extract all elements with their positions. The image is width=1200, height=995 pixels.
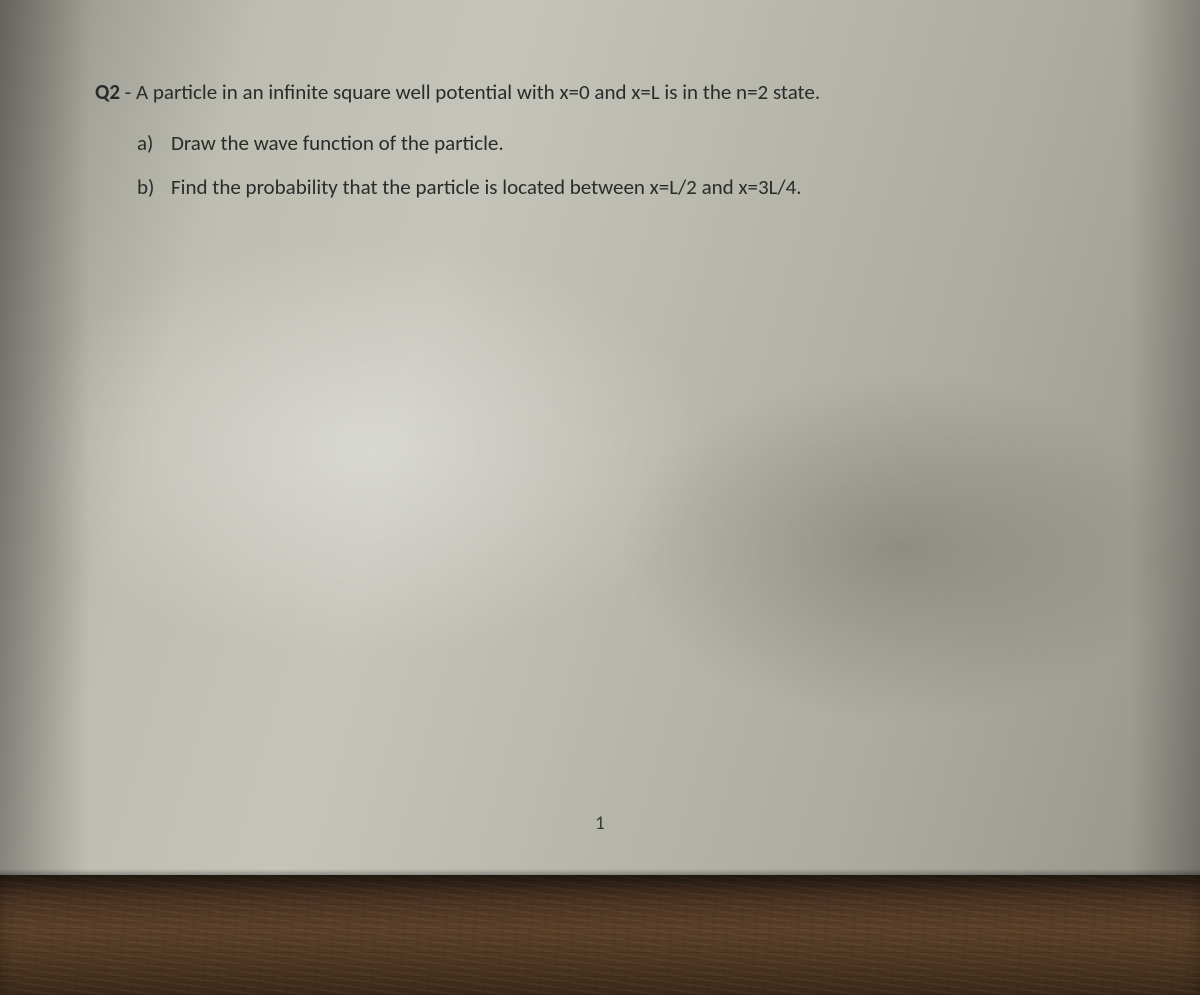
- part-a-marker: a): [137, 129, 171, 158]
- question-prompt: Q2 - A particle in an infinite square we…: [95, 78, 1090, 107]
- question-block: Q2 - A particle in an infinite square we…: [95, 78, 1090, 216]
- part-a: a) Draw the wave function of the particl…: [137, 129, 1090, 158]
- page-number: 1: [0, 812, 1200, 835]
- paper-shadow-left: [0, 0, 90, 880]
- question-number: Q2: [95, 79, 120, 105]
- desk-surface: [0, 875, 1200, 995]
- part-a-text: Draw the wave function of the particle.: [171, 129, 504, 158]
- paper-shadow-right: [1130, 0, 1200, 880]
- question-text: A particle in an infinite square well po…: [136, 79, 820, 105]
- question-dash: -: [120, 79, 136, 105]
- question-parts: a) Draw the wave function of the particl…: [137, 129, 1090, 202]
- part-b: b) Find the probability that the particl…: [137, 173, 1090, 202]
- part-b-marker: b): [137, 173, 171, 202]
- wood-grain: [0, 875, 1200, 995]
- photographed-page: Q2 - A particle in an infinite square we…: [0, 0, 1200, 995]
- part-b-text: Find the probability that the particle i…: [171, 173, 802, 202]
